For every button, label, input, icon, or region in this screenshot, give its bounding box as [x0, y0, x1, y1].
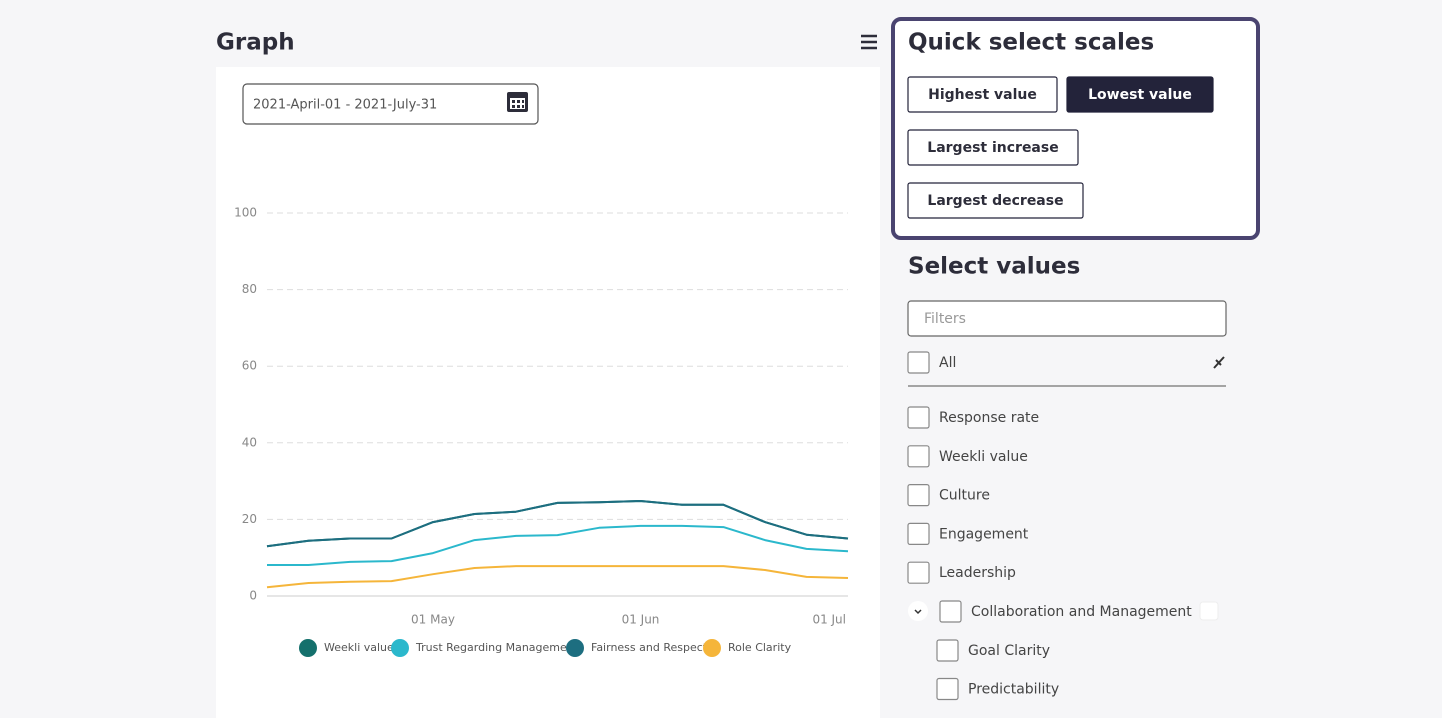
- checkbox[interactable]: [939, 600, 962, 623]
- series-line: [267, 524, 849, 566]
- y-tick-label: 100: [234, 206, 257, 220]
- value-label: Response rate: [939, 410, 1039, 426]
- y-tick-label: 20: [242, 512, 257, 526]
- y-tick-label: 80: [242, 282, 257, 296]
- scale-button[interactable]: [907, 76, 1058, 113]
- y-tick-label: 0: [249, 589, 257, 603]
- x-tick-label: 01 Jul: [812, 613, 846, 627]
- x-tick-label: 01 Jun: [622, 613, 660, 627]
- checkbox[interactable]: [1199, 601, 1219, 621]
- checkbox[interactable]: [907, 406, 930, 429]
- legend-label: Trust Regarding Management: [415, 641, 579, 654]
- value-list: Response rate Weekli value Culture Engageme…: [907, 406, 1219, 701]
- checkbox[interactable]: [907, 445, 930, 468]
- checkbox[interactable]: [936, 639, 959, 662]
- filter-input[interactable]: [907, 300, 1227, 337]
- value-label: Engagement: [939, 526, 1029, 542]
- chart: 0 20 40 60 80 100 01 May 01 Jun 01 Jul Weekli val…: [234, 206, 849, 657]
- checkbox[interactable]: [907, 484, 930, 507]
- scale-button[interactable]: [907, 182, 1084, 219]
- checkbox[interactable]: [907, 561, 930, 584]
- graph-card: [216, 67, 880, 718]
- legend-marker[interactable]: [391, 639, 409, 657]
- series-line: [266, 500, 849, 548]
- scale-button[interactable]: [1066, 76, 1214, 113]
- legend-label: Role Clarity: [728, 641, 792, 654]
- all-label: All: [939, 355, 956, 371]
- date-range-input[interactable]: [242, 83, 539, 125]
- quick-select-title: Quick select scales: [908, 30, 1154, 56]
- value-label: Culture: [939, 488, 990, 504]
- legend-marker[interactable]: [299, 639, 317, 657]
- value-label: Leadership: [939, 565, 1016, 581]
- legend-marker[interactable]: [566, 639, 584, 657]
- graph-title: Graph: [216, 30, 295, 56]
- value-label: Weekli value: [939, 449, 1028, 465]
- value-label: Collaboration and Management: [971, 604, 1192, 620]
- y-tick-label: 40: [242, 435, 257, 449]
- series-line: [266, 565, 849, 589]
- checkbox[interactable]: [907, 522, 930, 546]
- filter-placeholder: Filters: [924, 311, 966, 327]
- scale-button-label: Lowest value: [1088, 87, 1192, 103]
- value-label: Goal Clarity: [968, 643, 1050, 659]
- legend-label: Fairness and Respect: [591, 641, 708, 654]
- date-range-text: 2021-April-01 - 2021-July-31: [253, 98, 437, 113]
- legend-marker[interactable]: [703, 639, 721, 657]
- chevron: [914, 609, 922, 615]
- x-tick-label: 01 May: [411, 613, 455, 627]
- scale-button-label: Largest increase: [927, 140, 1058, 156]
- collapse-icon[interactable]: [1213, 356, 1225, 369]
- legend-label: Weekli value: [324, 641, 394, 654]
- scale-button[interactable]: [907, 129, 1079, 166]
- value-label: Predictability: [968, 682, 1059, 698]
- select-values-title: Select values: [908, 254, 1080, 280]
- menu-icon[interactable]: [861, 34, 877, 50]
- y-tick-label: 60: [242, 359, 257, 373]
- calendar-icon[interactable]: [507, 92, 528, 112]
- scale-button-label: Largest decrease: [927, 193, 1063, 209]
- checkbox[interactable]: [907, 351, 930, 374]
- checkbox[interactable]: [936, 677, 959, 701]
- expand-toggle[interactable]: [908, 601, 928, 621]
- scale-button-label: Highest value: [928, 87, 1037, 103]
